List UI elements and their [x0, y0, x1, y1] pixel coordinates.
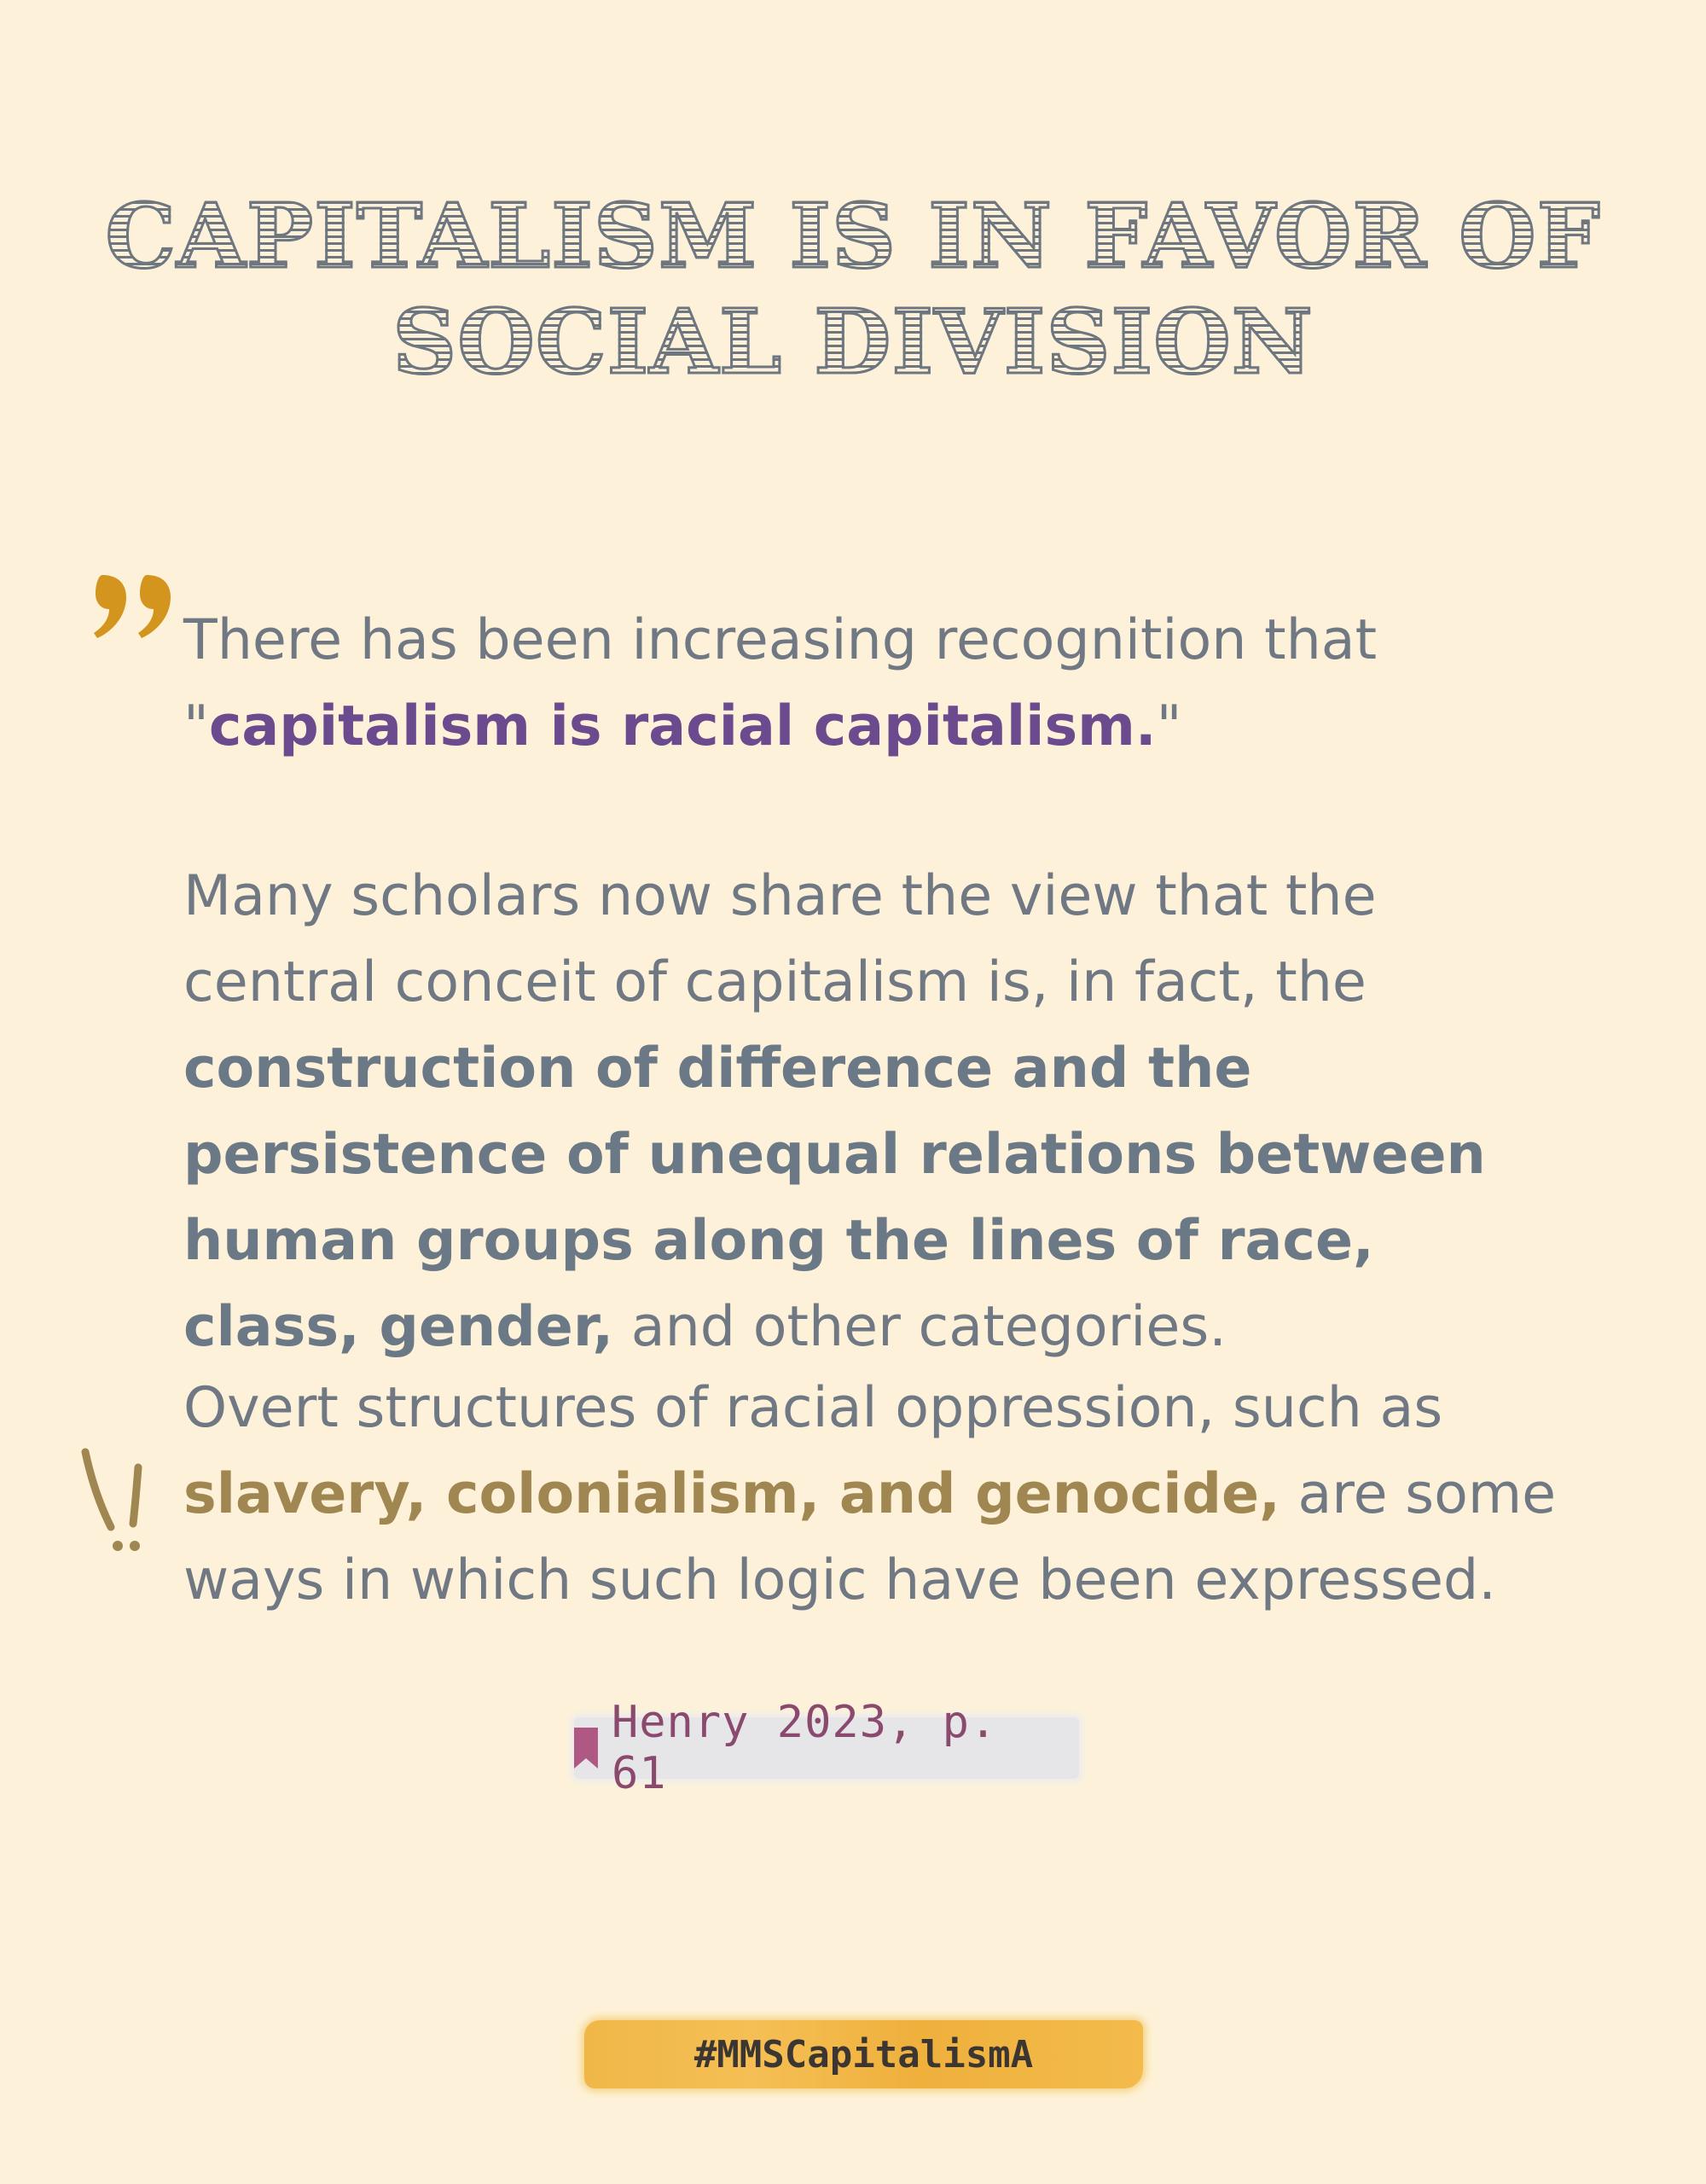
quote-p1-open: " [183, 694, 209, 758]
quote-p1-highlight: capitalism is racial capitalism. [208, 694, 1157, 758]
quote-paragraph-1: There has been increasing recognition th… [183, 597, 1565, 770]
page-title: CAPITALISM IS IN FAVOR OF SOCIAL DIVISIO… [0, 183, 1706, 396]
quote-p2-bold: construction of difference and the persi… [183, 1037, 1486, 1359]
title-line-1: CAPITALISM IS IN FAVOR OF [104, 183, 1601, 290]
hashtag-text: #MMSCapitalismA [693, 2032, 1034, 2077]
quote-p3-text: Overt structures of racial oppression, s… [183, 1376, 1443, 1440]
quote-p1-close: " [1156, 694, 1182, 758]
quote-mark-icon [94, 520, 179, 665]
citation-badge: Henry 2023, p. 61 [574, 1697, 1079, 1799]
quote-p2-tail: and other categories. [613, 1295, 1227, 1359]
hashtag-badge: #MMSCapitalismA [584, 2020, 1143, 2088]
quote-paragraph-3: Overt structures of racial oppression, s… [183, 1365, 1565, 1623]
exclamation-marks-icon [78, 1442, 155, 1553]
bookmark-icon [574, 1728, 598, 1769]
title-line-2: SOCIAL DIVISION [392, 288, 1314, 396]
quote-paragraph-2: Many scholars now share the view that th… [183, 853, 1565, 1370]
quote-p2-text: Many scholars now share the view that th… [183, 864, 1377, 1014]
quote-p3-tail: are some ways in which such logic have b… [183, 1462, 1557, 1612]
citation-text: Henry 2023, p. 61 [611, 1697, 998, 1799]
quote-p3-highlight: slavery, colonialism, and genocide, [183, 1462, 1280, 1526]
quote-p1-text: There has been increasing recognition th… [183, 608, 1378, 672]
